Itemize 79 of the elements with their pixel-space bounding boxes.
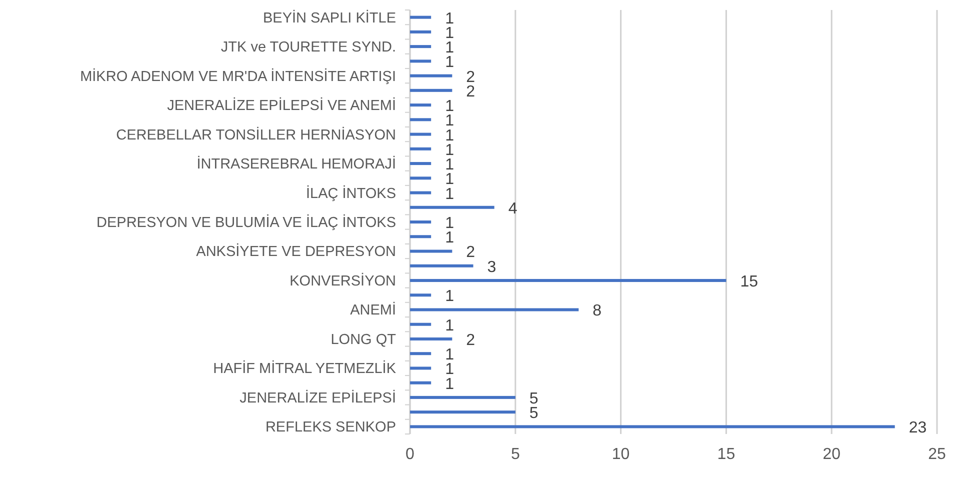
- data-label: 1: [445, 346, 454, 364]
- bar: [410, 366, 432, 370]
- bar: [410, 381, 432, 384]
- data-label: 1: [445, 317, 454, 334]
- bar: [410, 278, 726, 282]
- bar: [410, 322, 432, 326]
- bar: [410, 162, 432, 166]
- x-tick-label: 0: [406, 446, 415, 463]
- y-tick-label: JENERALİZE EPİLEPSİ VE ANEMİ: [167, 97, 396, 114]
- bar: [410, 352, 432, 356]
- bar: [410, 337, 452, 340]
- data-label: 3: [487, 258, 496, 276]
- y-tick-label: JTK ve TOURETTE SYND.: [220, 40, 396, 56]
- bar: [410, 191, 432, 194]
- data-label: 1: [445, 215, 454, 232]
- y-tick-label: CEREBELLAR TONSİLLER HERNİASYON: [116, 126, 396, 144]
- bar: [410, 410, 516, 414]
- bar: [410, 30, 432, 34]
- data-label: 1: [445, 98, 454, 116]
- bar: [410, 264, 474, 268]
- data-label: 1: [445, 24, 454, 42]
- bar: [410, 118, 432, 122]
- y-tick-label: ANKSİYETE VE DEPRESYON: [196, 243, 396, 260]
- y-tick-label: KONVERSİYON: [290, 272, 396, 290]
- data-label: 1: [445, 142, 454, 159]
- data-label: 1: [445, 156, 454, 174]
- bar: [410, 45, 432, 48]
- y-tick-label: HAFİF MİTRAL YETMEZLİK: [213, 360, 396, 378]
- data-label: 8: [592, 302, 602, 320]
- bar: [410, 308, 579, 312]
- y-tick-label: BEYİN SAPLI KİTLE: [263, 9, 396, 26]
- data-label: 1: [445, 361, 454, 378]
- data-label: 2: [466, 83, 476, 100]
- bar: [410, 396, 516, 399]
- data-label: 2: [466, 332, 476, 349]
- data-label: 1: [445, 186, 454, 203]
- bar: [410, 250, 452, 253]
- bar: [410, 16, 432, 19]
- data-label: 1: [445, 171, 454, 188]
- bar: [410, 220, 432, 224]
- bar: [410, 425, 895, 428]
- bar: [410, 60, 432, 63]
- bar: [410, 235, 432, 238]
- data-label: 1: [445, 376, 454, 393]
- y-tick-label: İNTRASEREBRAL HEMORAJİ: [196, 156, 396, 173]
- data-label: 2: [466, 244, 476, 262]
- bar: [410, 206, 494, 209]
- y-tick-label: JENERALİZE EPİLEPSİ: [240, 389, 396, 406]
- bar: [410, 176, 432, 180]
- data-label: 4: [508, 200, 518, 218]
- y-tick-label: DEPRESYON VE BULUMİA VE İLAÇ İNTOKS: [96, 214, 396, 231]
- data-label: 15: [740, 273, 758, 290]
- data-label: 5: [529, 390, 538, 408]
- data-label: 5: [529, 405, 538, 422]
- data-label: 1: [445, 230, 454, 247]
- x-tick-label: 25: [928, 446, 946, 463]
- y-tick-label: ANEMİ: [350, 302, 396, 319]
- data-label: 2: [466, 68, 476, 86]
- data-label: 1: [445, 40, 454, 57]
- data-label: 1: [445, 127, 454, 144]
- y-tick-label: LONG QT: [330, 332, 396, 348]
- bar: [410, 147, 432, 150]
- data-label: 1: [445, 112, 454, 130]
- x-tick-label: 10: [612, 446, 630, 463]
- bar: [410, 294, 432, 297]
- y-tick-label: REFLEKS SENKOP: [265, 420, 396, 436]
- data-label: 1: [445, 54, 454, 72]
- bar: [410, 132, 432, 136]
- x-tick-label: 15: [717, 446, 736, 463]
- y-tick-label: MİKRO ADENOM VE MR'DA İNTENSİTE ARTIŞI: [80, 68, 396, 85]
- bar: [410, 74, 452, 78]
- y-tick-label: İLAÇ İNTOKS: [306, 184, 396, 202]
- bar: [410, 88, 452, 92]
- data-label: 1: [445, 288, 454, 306]
- x-tick-label: 5: [510, 446, 520, 463]
- data-label: 23: [908, 420, 927, 437]
- bar: [410, 104, 432, 107]
- data-label: 1: [445, 10, 454, 28]
- x-tick-label: 20: [822, 446, 841, 463]
